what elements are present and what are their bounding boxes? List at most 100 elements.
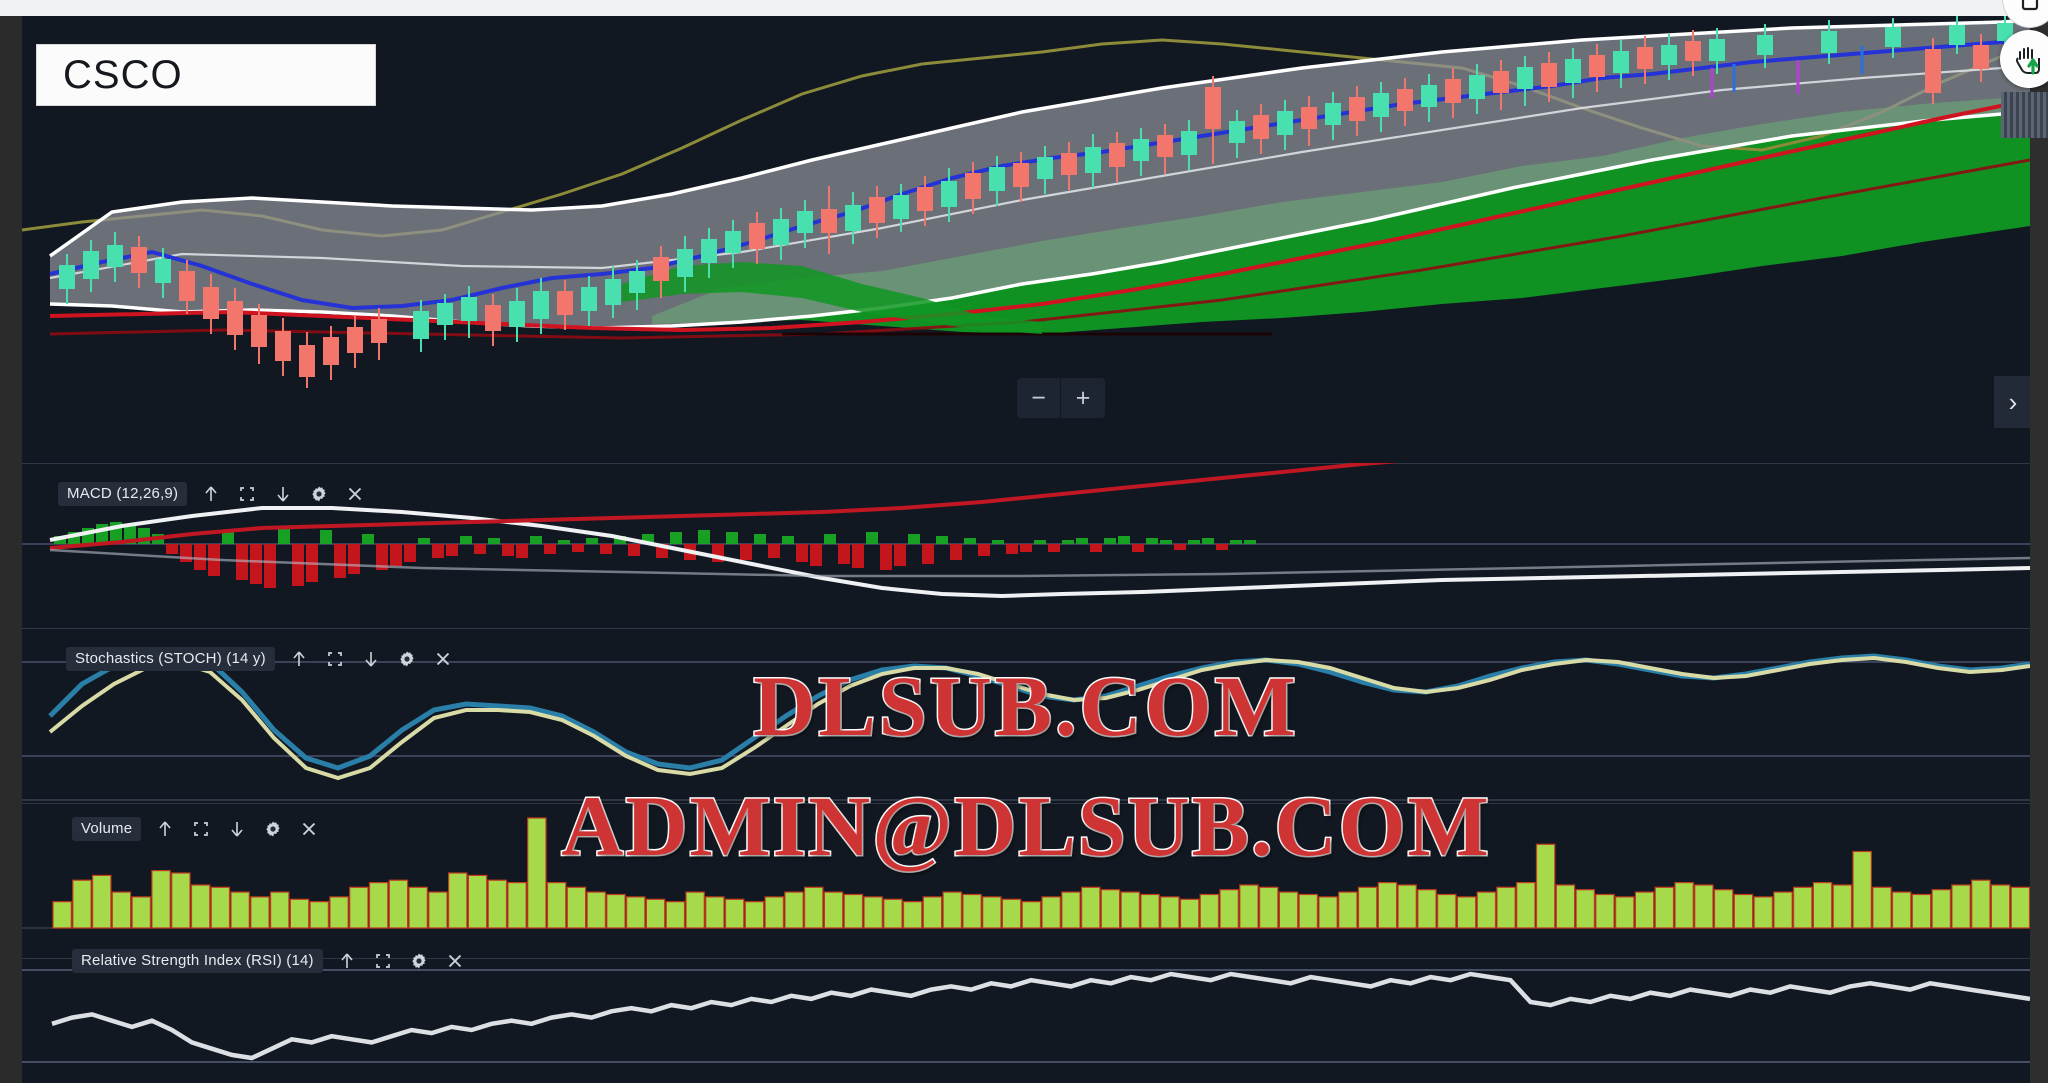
stoch-legend-label[interactable]: Stochastics (STOCH) (14 y) [66, 647, 275, 671]
close-icon[interactable] [345, 484, 365, 504]
volume-bar [349, 886, 369, 929]
volume-bar [507, 881, 527, 929]
rsi-legend-icons [337, 951, 465, 971]
volume-bar [1614, 896, 1635, 929]
volume-bar [1971, 879, 1991, 929]
volume-bar [1456, 896, 1477, 929]
volume-bar [982, 896, 1002, 929]
volume-bar [1080, 886, 1101, 929]
arrow-up-icon[interactable] [201, 484, 221, 504]
rsi-legend-row[interactable]: Relative Strength Index (RSI) (14) [72, 949, 465, 973]
volume-bar [1832, 884, 1853, 929]
fullscreen-icon[interactable] [325, 649, 345, 669]
fullscreen-icon[interactable] [191, 819, 211, 839]
chevron-right-icon[interactable]: › [1994, 376, 2030, 428]
volume-bar [368, 881, 389, 929]
macd-legend-label[interactable]: MACD (12,26,9) [58, 482, 188, 506]
volume-bar [724, 898, 745, 929]
gear-icon[interactable] [309, 484, 329, 504]
arrow-up-icon[interactable] [289, 649, 309, 669]
volume-bar [566, 886, 587, 929]
volume-bar [942, 891, 962, 929]
volume-bar [586, 891, 606, 929]
arrow-down-icon[interactable] [227, 819, 247, 839]
volume-bar [1595, 893, 1615, 929]
volume-bar [863, 896, 883, 929]
zoom-out-button[interactable]: − [1017, 378, 1061, 418]
volume-bar [1911, 893, 1932, 929]
volume-bar [329, 896, 349, 929]
volume-legend-label[interactable]: Volume [72, 817, 142, 841]
chart-container[interactable]: CSCO MACD (12,26,9) Stochastics (STOCH) … [22, 16, 2030, 1083]
volume-bar [546, 881, 567, 929]
volume-bar [270, 891, 290, 929]
rectangle-tool-icon [2021, 0, 2039, 11]
volume-bar [1476, 891, 1497, 929]
zoom-controls[interactable]: − + [1017, 378, 1105, 418]
volume-bar [744, 901, 765, 929]
volume-bar [111, 891, 132, 929]
volume-bar [1001, 898, 1022, 929]
volume-bar [902, 901, 923, 929]
volume-bar [388, 879, 409, 929]
close-icon[interactable] [445, 951, 465, 971]
stoch-legend-row[interactable]: Stochastics (STOCH) (14 y) [66, 647, 453, 671]
volume-bar [1753, 896, 1773, 929]
volume-bar [1120, 891, 1140, 929]
volume-bar [1140, 893, 1160, 929]
volume-bar [1535, 843, 1556, 929]
volume-bar [1397, 884, 1417, 929]
rsi-legend-label[interactable]: Relative Strength Index (RSI) (14) [72, 949, 323, 973]
macd-legend-row[interactable]: MACD (12,26,9) [58, 482, 365, 506]
zoom-in-button[interactable]: + [1061, 378, 1105, 418]
gear-icon[interactable] [263, 819, 283, 839]
volume-bar [1575, 889, 1595, 929]
volume-bar [1199, 893, 1220, 929]
volume-bar [1219, 889, 1239, 929]
volume-bar [1555, 884, 1576, 929]
hand-pan-icon [2016, 47, 2040, 75]
volume-legend-icons [155, 819, 319, 839]
volume-bar [1634, 891, 1655, 929]
volume-bar [883, 898, 903, 929]
arrow-down-icon[interactable] [273, 484, 293, 504]
volume-bar [1951, 884, 1971, 929]
arrow-down-icon[interactable] [361, 649, 381, 669]
volume-bar [1239, 884, 1259, 929]
pan-hand-tool[interactable] [2000, 30, 2048, 88]
volume-bar [527, 817, 547, 929]
volume-bar [1496, 886, 1516, 929]
volume-bar [665, 901, 686, 929]
vertical-drag-handle[interactable] [2001, 92, 2048, 138]
volume-bar [1436, 893, 1457, 929]
volume-bar [1318, 896, 1338, 929]
close-icon[interactable] [433, 649, 453, 669]
volume-bar [922, 896, 943, 929]
arrow-up-icon[interactable] [155, 819, 175, 839]
fullscreen-icon[interactable] [237, 484, 257, 504]
volume-bar [1061, 891, 1081, 929]
volume-bar [1338, 891, 1358, 929]
fullscreen-icon[interactable] [373, 951, 393, 971]
volume-bar [625, 896, 646, 929]
arrow-up-icon[interactable] [337, 951, 357, 971]
volume-bar [1713, 889, 1734, 929]
volume-bar [1872, 886, 1892, 929]
volume-bar [1021, 901, 1042, 929]
ticker-symbol-box[interactable]: CSCO [36, 44, 376, 106]
volume-bar [1654, 886, 1675, 929]
volume-bar [250, 896, 270, 929]
volume-bar [91, 874, 112, 929]
volume-legend-row[interactable]: Volume [72, 817, 319, 841]
volume-bar [645, 898, 666, 929]
volume-bar [1773, 891, 1793, 929]
close-icon[interactable] [299, 819, 319, 839]
gear-icon[interactable] [397, 649, 417, 669]
gear-icon[interactable] [409, 951, 429, 971]
volume-bar [1041, 896, 1061, 929]
volume-bar [1674, 881, 1694, 929]
volume-bar [1298, 893, 1318, 929]
volume-bar [1179, 898, 1200, 929]
volume-bar [1852, 850, 1872, 929]
